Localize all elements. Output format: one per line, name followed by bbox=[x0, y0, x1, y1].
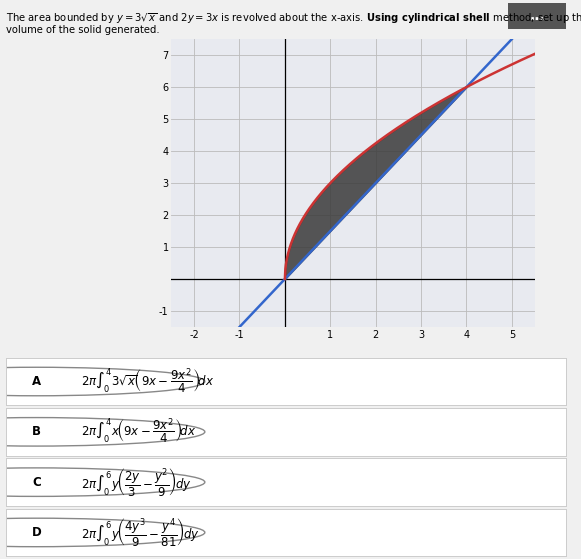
Circle shape bbox=[0, 418, 205, 446]
Text: $2\pi\int_0^4 3\sqrt{x}\!\left(9x-\dfrac{9x^2}{4}\right)\!dx$: $2\pi\int_0^4 3\sqrt{x}\!\left(9x-\dfrac… bbox=[81, 367, 214, 396]
Circle shape bbox=[0, 468, 205, 496]
Text: D: D bbox=[32, 526, 41, 539]
Text: B: B bbox=[32, 425, 41, 438]
Text: A: A bbox=[32, 375, 41, 388]
Text: volume of the solid generated.: volume of the solid generated. bbox=[6, 25, 159, 35]
Circle shape bbox=[0, 367, 205, 396]
Text: ...: ... bbox=[529, 9, 546, 23]
Text: $2\pi\int_0^4 x\!\left(9x-\dfrac{9x^2}{4}\right)\!dx$: $2\pi\int_0^4 x\!\left(9x-\dfrac{9x^2}{4… bbox=[81, 417, 197, 447]
Text: C: C bbox=[33, 476, 41, 489]
Text: The area bounded by $y=3\sqrt{x}$ and $2y=3x$ is revolved about the x-axis. $\ma: The area bounded by $y=3\sqrt{x}$ and $2… bbox=[6, 11, 581, 26]
Text: $2\pi\int_0^6 y\!\left(\dfrac{2y}{3}-\dfrac{y^2}{9}\right)\!dy$: $2\pi\int_0^6 y\!\left(\dfrac{2y}{3}-\df… bbox=[81, 466, 192, 498]
Text: $2\pi\int_0^6 y\!\left(\dfrac{4y^3}{9}-\dfrac{y^4}{81}\right)\!dy$: $2\pi\int_0^6 y\!\left(\dfrac{4y^3}{9}-\… bbox=[81, 517, 200, 548]
Circle shape bbox=[0, 518, 205, 547]
